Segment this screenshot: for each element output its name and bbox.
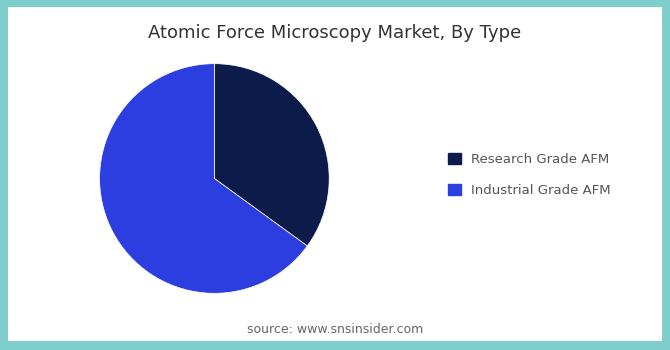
Text: source: www.snsinsider.com: source: www.snsinsider.com xyxy=(247,323,423,336)
Wedge shape xyxy=(214,64,329,246)
Text: Atomic Force Microscopy Market, By Type: Atomic Force Microscopy Market, By Type xyxy=(148,25,522,42)
Wedge shape xyxy=(100,64,308,293)
Legend: Research Grade AFM, Industrial Grade AFM: Research Grade AFM, Industrial Grade AFM xyxy=(448,153,611,197)
